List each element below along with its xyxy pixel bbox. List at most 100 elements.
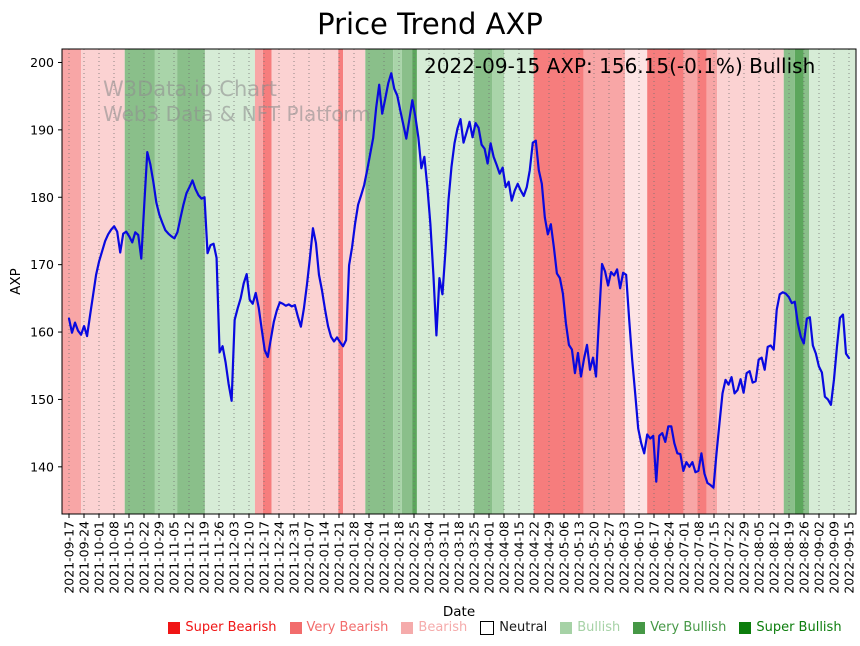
legend-label: Very Bearish	[306, 620, 389, 635]
x-tick-label: 2022-06-24	[662, 521, 677, 594]
legend-label: Very Bullish	[650, 620, 727, 635]
legend: Super Bearish Very Bearish Bearish Neutral B…	[0, 620, 860, 635]
x-tick-label: 2021-11-26	[212, 521, 227, 594]
x-tick-label: 2022-09-02	[812, 521, 827, 594]
x-tick-label: 2022-07-08	[692, 521, 707, 594]
legend-label: Super Bullish	[756, 620, 842, 635]
legend-item-very-bearish: Very Bearish	[289, 620, 389, 635]
x-tick-label: 2021-10-01	[92, 521, 107, 594]
legend-item-super-bullish: Super Bullish	[739, 620, 842, 635]
x-tick-label: 2021-12-10	[242, 521, 257, 594]
x-tick-label: 2022-06-10	[632, 521, 647, 594]
x-tick-label: 2021-09-17	[62, 521, 77, 594]
x-axis-label: Date	[443, 604, 475, 620]
legend-item-bullish: Bullish	[560, 620, 620, 635]
x-tick-label: 2022-03-04	[422, 521, 437, 594]
x-tick-label: 2022-02-25	[407, 521, 422, 594]
legend-item-super-bearish: Super Bearish	[168, 620, 277, 635]
watermark-line2: Web3 Data & NFT Platform	[103, 102, 371, 126]
legend-swatch	[289, 621, 302, 634]
x-tick-label: 2022-06-17	[647, 521, 662, 594]
x-tick-label: 2022-08-05	[752, 521, 767, 594]
x-tick-label: 2021-12-17	[257, 521, 272, 594]
sentiment-band-very_bearish	[683, 49, 698, 514]
x-tick-label: 2022-09-15	[842, 521, 857, 594]
legend-label: Neutral	[499, 620, 548, 635]
sentiment-band-super_bearish	[697, 49, 707, 514]
x-tick-label: 2022-07-29	[737, 521, 752, 594]
x-tick-label: 2022-01-21	[332, 521, 347, 594]
y-tick-label: 190	[30, 122, 54, 137]
sentiment-band-very_bullish	[803, 49, 810, 514]
x-tick-label: 2022-02-18	[392, 521, 407, 594]
sentiment-band-bullish	[809, 49, 856, 514]
legend-item-very-bullish: Very Bullish	[633, 620, 726, 635]
legend-label: Bearish	[418, 620, 468, 635]
sentiment-band-bearish	[81, 49, 125, 514]
sentiment-band-bearish_light	[624, 49, 648, 514]
legend-swatch	[480, 620, 495, 635]
x-tick-label: 2022-02-04	[362, 521, 377, 594]
sentiment-band-super_bearish	[647, 49, 684, 514]
legend-swatch	[739, 621, 752, 634]
sentiment-band-bullish_med	[492, 49, 505, 514]
y-tick-label: 180	[30, 190, 54, 205]
legend-swatch	[168, 621, 181, 634]
x-tick-label: 2022-09-09	[827, 521, 842, 594]
sentiment-band-super_bearish	[262, 49, 272, 514]
x-tick-label: 2021-12-24	[272, 521, 287, 594]
sentiment-band-very_bearish	[706, 49, 718, 514]
sentiment-band-super_bearish	[338, 49, 344, 514]
y-axis-label: AXP	[8, 268, 24, 295]
sentiment-band-bearish	[271, 49, 339, 514]
x-tick-label: 2022-05-20	[587, 521, 602, 594]
y-tick-label: 170	[30, 257, 54, 272]
sentiment-band-very_bullish	[401, 49, 413, 514]
y-tick-label: 200	[30, 55, 54, 70]
x-tick-label: 2021-11-05	[167, 521, 182, 594]
x-tick-label: 2021-10-08	[107, 521, 122, 594]
legend-label: Super Bearish	[185, 620, 277, 635]
x-tick-label: 2022-03-25	[467, 521, 482, 594]
sentiment-band-very_bullish	[365, 49, 394, 514]
price-line	[67, 72, 851, 489]
legend-swatch	[560, 621, 573, 634]
sentiment-band-bullish_med	[154, 49, 178, 514]
legend-item-bearish: Bearish	[401, 620, 467, 635]
x-tick-label: 2022-08-19	[782, 521, 797, 594]
watermark-line1: W3Data.io Chart	[103, 77, 277, 101]
x-tick-label: 2022-04-22	[527, 521, 542, 594]
x-tick-label: 2021-12-03	[227, 521, 242, 594]
y-tick-label: 140	[30, 459, 54, 474]
x-tick-label: 2022-03-18	[452, 521, 467, 594]
sentiment-band-bullish	[416, 49, 475, 514]
y-tick-label: 150	[30, 392, 54, 407]
sentiment-band-super_bearish	[533, 49, 584, 514]
x-tick-label: 2022-04-01	[482, 521, 497, 594]
sentiment-band-super_bullish	[412, 49, 417, 514]
x-tick-label: 2021-10-22	[137, 521, 152, 594]
x-tick-label: 2022-08-26	[797, 521, 812, 594]
x-tick-label: 2022-05-06	[557, 521, 572, 594]
annotation-latest-price: 2022-09-15 AXP: 156.15(-0.1%) Bullish	[424, 54, 815, 78]
sentiment-band-bearish	[717, 49, 784, 514]
x-tick-label: 2021-11-19	[197, 521, 212, 594]
chart-title: Price Trend AXP	[317, 7, 543, 41]
x-tick-label: 2022-06-03	[617, 521, 632, 594]
sentiment-band-very_bearish	[62, 49, 82, 514]
x-tick-label: 2022-02-11	[377, 521, 392, 594]
x-tick-label: 2022-01-14	[317, 521, 332, 594]
x-tick-label: 2022-04-08	[497, 521, 512, 594]
legend-label: Bullish	[577, 620, 621, 635]
sentiment-band-bullish_med	[393, 49, 402, 514]
x-tick-label: 2021-12-31	[287, 521, 302, 594]
x-tick-label: 2022-04-29	[542, 521, 557, 594]
sentiment-band-very_bearish	[254, 49, 263, 514]
x-tick-label: 2022-08-12	[767, 521, 782, 594]
x-tick-label: 2021-10-29	[152, 521, 167, 594]
sentiment-band-very_bullish	[124, 49, 155, 514]
sentiment-band-super_bullish	[794, 49, 804, 514]
plot-border	[61, 48, 857, 515]
